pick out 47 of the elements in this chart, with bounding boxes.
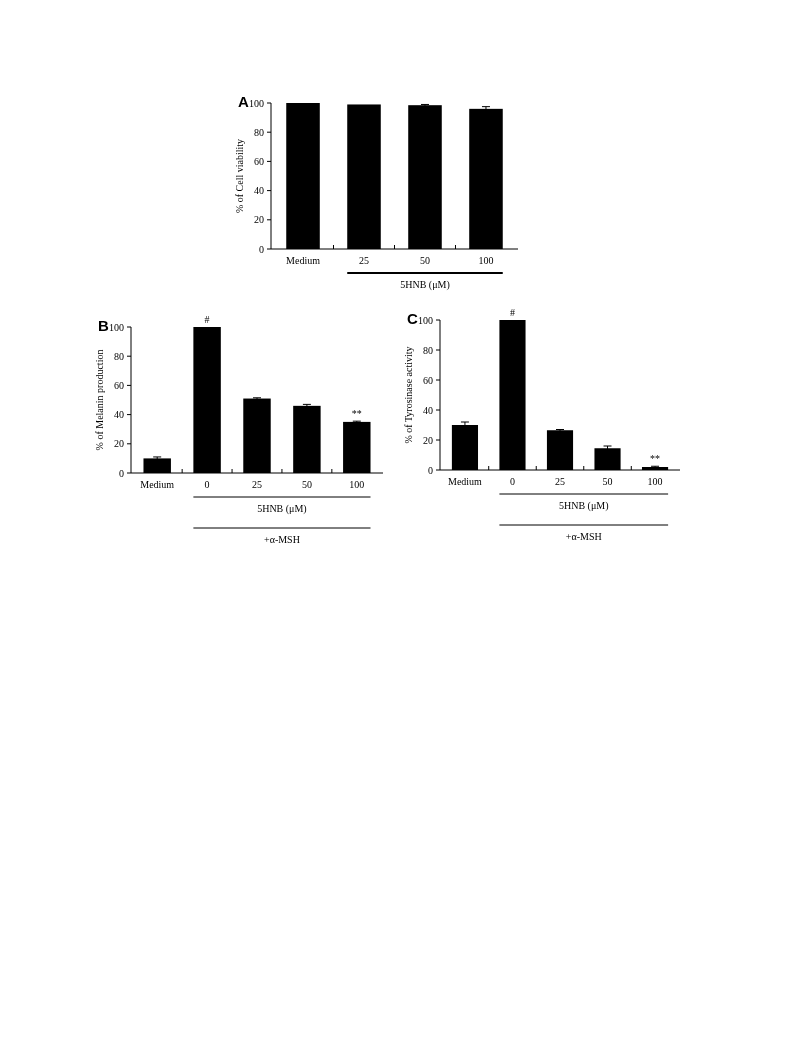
- x-tick-label: 0: [204, 479, 210, 490]
- text: 5HNB (μM): [257, 503, 307, 515]
- x-tick-label: Medium: [286, 255, 321, 266]
- annotation: #: [509, 307, 515, 318]
- x-tick-label: Medium: [448, 476, 483, 487]
- annotation: #: [204, 314, 210, 325]
- text: +α-MSH: [565, 531, 602, 542]
- chart-title: B: [98, 317, 109, 334]
- y-tick-label: 80: [254, 126, 264, 138]
- annotation: **: [351, 408, 362, 420]
- x-tick-label: 25: [555, 476, 565, 487]
- x-tick-label: 50: [419, 255, 430, 266]
- x-tick-label: Medium: [140, 479, 175, 490]
- y-tick-label: 60: [423, 374, 433, 386]
- y-tick-label: 0: [259, 243, 264, 255]
- y-tick-label: 40: [423, 404, 433, 416]
- y-tick-label: 0: [428, 464, 433, 476]
- annotation: **: [650, 453, 661, 465]
- x-tick-label: 0: [509, 476, 515, 487]
- x-tick-label: 25: [359, 255, 370, 266]
- y-tick-label: 100: [418, 314, 433, 326]
- y-tick-label: 80: [114, 350, 124, 362]
- x-tick-label: 50: [301, 479, 312, 490]
- y-tick-label: 100: [109, 321, 124, 333]
- chart-title: A: [238, 93, 249, 110]
- y-tick-label: 20: [423, 434, 433, 446]
- y-axis-title: % of Melanin production: [94, 349, 105, 451]
- x-tick-label: 25: [252, 479, 262, 490]
- y-tick-label: 40: [254, 185, 264, 197]
- y-tick-label: 40: [114, 409, 124, 421]
- text: 5HNB (μM): [400, 279, 450, 291]
- x-tick-label: 100: [647, 476, 663, 487]
- y-axis-title: % of Tyrosinase activity: [403, 346, 414, 444]
- y-tick-label: 20: [254, 214, 264, 226]
- x-tick-label: 100: [349, 479, 365, 490]
- chart-title: C: [407, 310, 418, 327]
- x-tick-label: 100: [478, 255, 494, 266]
- text: +α-MSH: [264, 534, 300, 545]
- y-tick-label: 60: [114, 379, 124, 391]
- y-tick-label: 20: [114, 438, 124, 450]
- y-tick-label: 80: [423, 344, 433, 356]
- text: 5HNB (μM): [559, 500, 609, 512]
- y-tick-label: 0: [119, 467, 124, 479]
- y-axis-title: % of Cell viability: [234, 138, 245, 214]
- y-tick-label: 60: [254, 155, 264, 167]
- x-tick-label: 50: [602, 476, 613, 487]
- y-tick-label: 100: [249, 97, 264, 109]
